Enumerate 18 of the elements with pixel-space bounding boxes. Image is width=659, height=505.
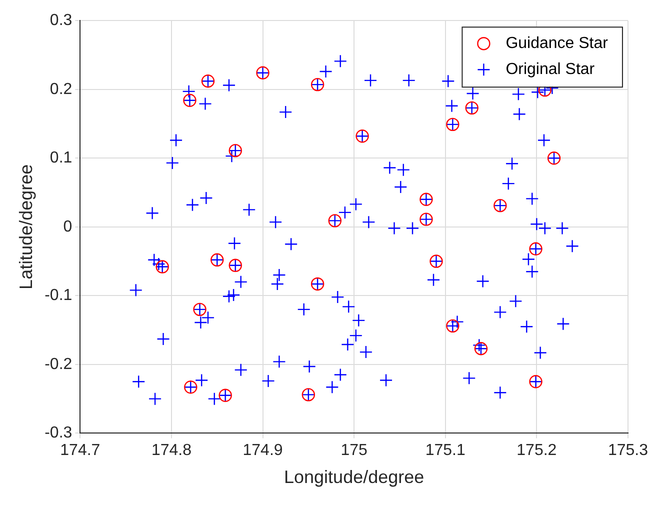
- y-tick-label: 0.2: [50, 80, 72, 98]
- x-axis-title: Longitude/degree: [284, 467, 424, 488]
- x-tick-label: 175.2: [516, 442, 557, 460]
- y-tick-label: -0.3: [44, 424, 72, 442]
- legend-label: Original Star: [506, 61, 596, 78]
- y-tick-label: -0.1: [44, 287, 72, 304]
- y-tick-label: 0.3: [50, 12, 72, 30]
- x-tick-label: 175.3: [608, 442, 648, 460]
- y-tick-label: -0.2: [44, 356, 72, 373]
- y-axis-title: Latitude/degree: [16, 164, 36, 290]
- x-tick-label: 175: [340, 442, 368, 460]
- legend-label: Guidance Star: [506, 35, 609, 52]
- y-tick-label: 0.1: [50, 150, 72, 167]
- x-tick-label: 174.8: [151, 442, 192, 460]
- x-tick-label: 175.1: [425, 442, 466, 460]
- y-tick-label: 0: [63, 218, 72, 236]
- x-tick-label: 174.9: [242, 442, 283, 460]
- x-tick-label: 174.7: [60, 442, 100, 460]
